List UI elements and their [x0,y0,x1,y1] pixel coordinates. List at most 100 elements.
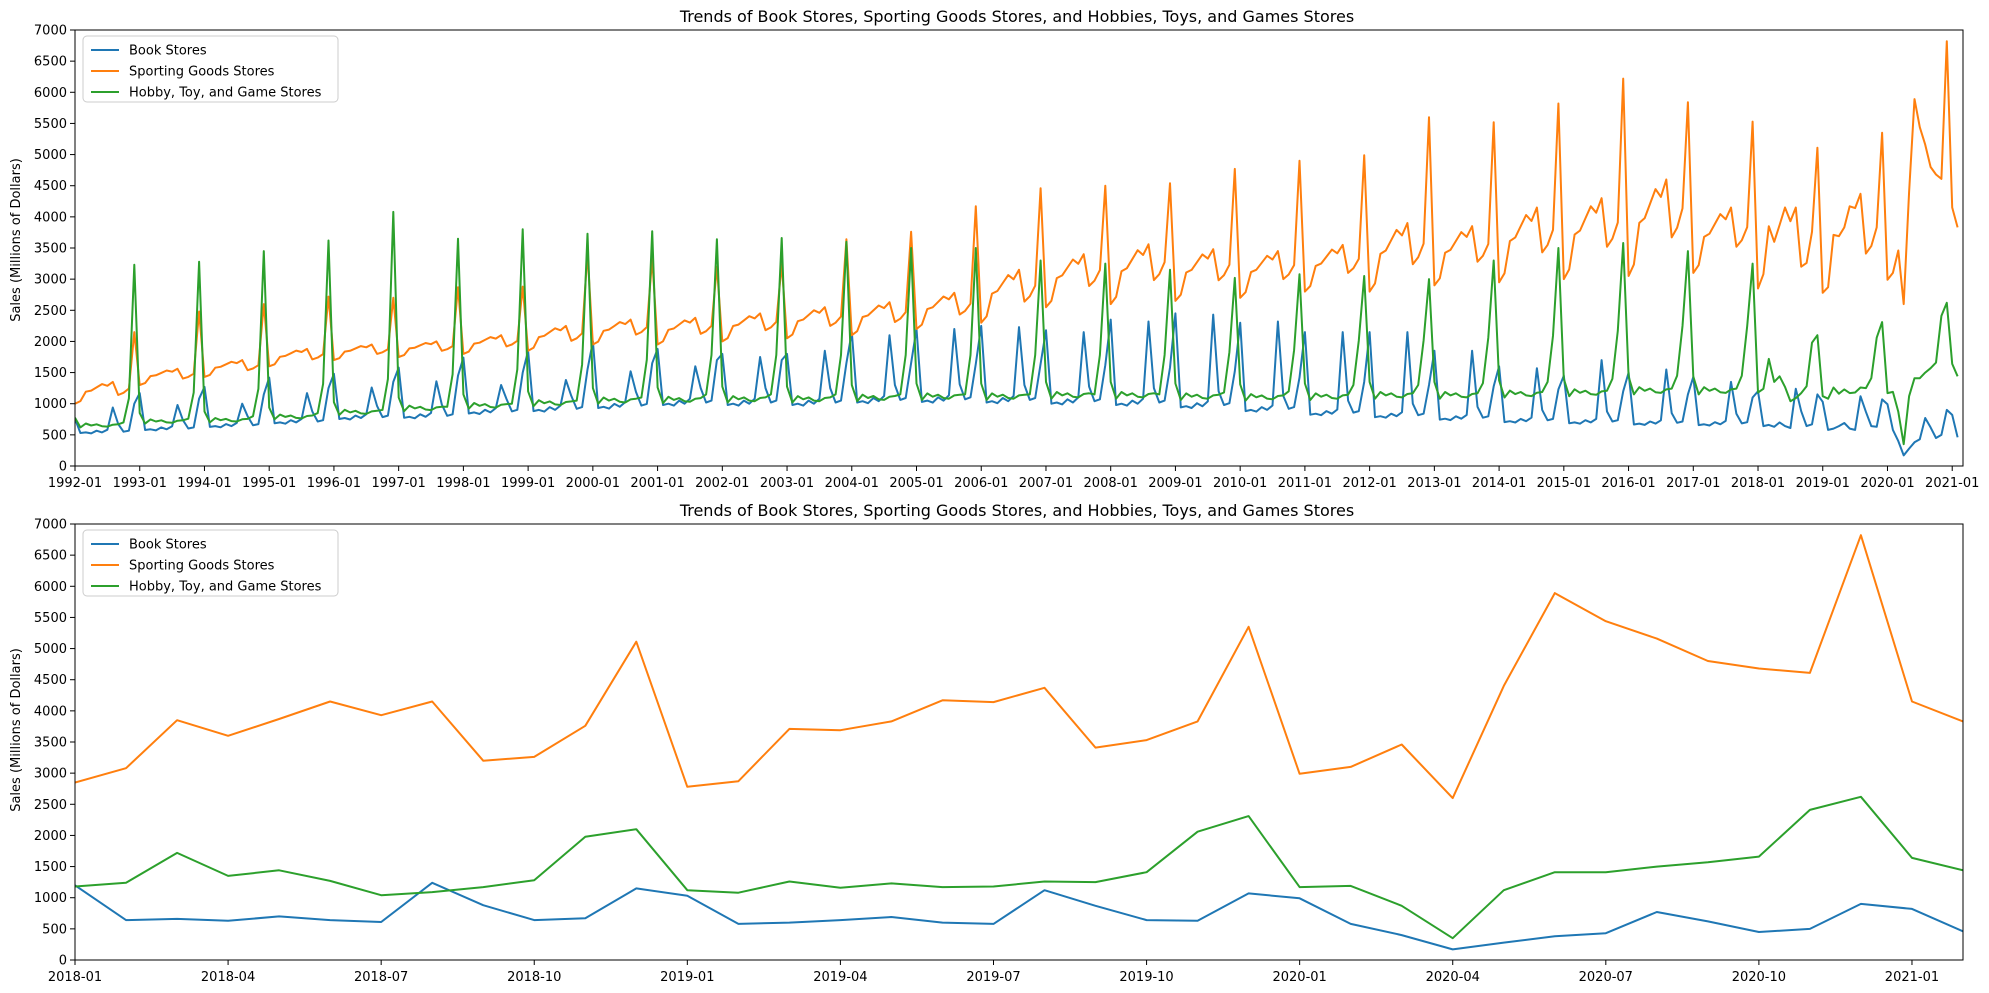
x-tick-label: 2019-07 [966,970,1020,985]
x-tick-label: 2004-01 [825,476,879,491]
x-tick-label: 2020-01 [1860,476,1914,491]
x-tick-label: 1994-01 [177,476,231,491]
x-tick-label: 2020-04 [1426,970,1480,985]
x-tick-label: 2020-07 [1579,970,1633,985]
series-line-hobby [75,795,1963,940]
x-tick-label: 2019-10 [1119,970,1173,985]
legend-box [82,35,339,103]
x-tick-label: 2018-04 [201,970,255,985]
y-tick-label: 7000 [34,518,67,533]
series-line-book [75,881,1963,951]
legend-box [82,529,339,597]
x-tick-label: 2018-01 [48,970,102,985]
y-tick-label: 4000 [34,210,67,225]
y-tick-label: 6500 [34,549,67,564]
x-tick-label: 1993-01 [113,476,167,491]
legend-label-book: Book Stores [129,44,207,59]
y-tick-label: 0 [59,954,67,969]
y-tick-label: 500 [42,922,67,937]
y-tick-label: 3000 [34,273,67,288]
x-tick-label: 2018-07 [354,970,408,985]
legend-label-sport: Sporting Goods Stores [129,65,275,80]
x-tick-label: 2020-10 [1732,970,1786,985]
y-tick-label: 1500 [34,366,67,381]
y-tick-label: 4500 [34,179,67,194]
y-tick-label: 6500 [34,55,67,70]
x-tick-label: 2021-01 [1925,476,1979,491]
x-tick-label: 1998-01 [436,476,490,491]
x-tick-label: 2006-01 [954,476,1008,491]
y-tick-label: 5000 [34,642,67,657]
x-tick-label: 2001-01 [630,476,684,491]
legend-label-hobby: Hobby, Toy, and Game Stores [129,580,322,595]
x-tick-label: 2003-01 [760,476,814,491]
top-chart-title: Trends of Book Stores, Sporting Goods St… [679,7,1354,26]
legend-label-sport: Sporting Goods Stores [129,559,275,574]
y-tick-label: 4000 [34,704,67,719]
y-tick-label: 6000 [34,580,67,595]
x-tick-label: 2014-01 [1472,476,1526,491]
axes-frame [74,29,1964,467]
x-tick-label: 2018-10 [507,970,561,985]
axes-frame [74,523,1964,961]
y-tick-label: 2000 [34,829,67,844]
x-tick-label: 2000-01 [566,476,620,491]
x-tick-label: 2018-01 [1731,476,1785,491]
x-tick-label: 2021-01 [1885,970,1939,985]
series-line-sport [75,534,1963,800]
x-tick-label: 2002-01 [695,476,749,491]
x-tick-label: 1996-01 [307,476,361,491]
plot-area [75,534,1963,951]
y-tick-label: 0 [59,460,67,475]
legend: Book Stores Sporting Goods Stores Hobby, T… [82,35,339,103]
y-tick-label: 6000 [34,86,67,101]
y-tick-label: 2500 [34,798,67,813]
bottom-chart-panel: Trends of Book Stores, Sporting Goods St… [9,501,1964,985]
x-tick-label: 2007-01 [1019,476,1073,491]
series-line-hobby [75,210,1959,446]
y-tick-label: 5500 [34,611,67,626]
y-tick-label: 1000 [34,891,67,906]
x-tick-label: 2005-01 [889,476,943,491]
y-tick-label: 5000 [34,148,67,163]
y-tick-label: 7000 [34,24,67,39]
y-tick-label: 1500 [34,860,67,875]
x-tick-label: 2008-01 [1084,476,1138,491]
plot-area [75,40,1959,457]
x-tick-label: 2017-01 [1666,476,1720,491]
x-tick-label: 2012-01 [1342,476,1396,491]
x-tick-label: 1992-01 [48,476,102,491]
x-tick-label: 2009-01 [1148,476,1202,491]
bottom-chart-ylabel: Sales (Millions of Dollars) [9,648,24,812]
y-tick-label: 3500 [34,736,67,751]
y-tick-label: 500 [42,428,67,443]
x-tick-label: 2011-01 [1278,476,1332,491]
y-tick-label: 1000 [34,397,67,412]
x-tick-label: 2010-01 [1213,476,1267,491]
x-tick-label: 1997-01 [371,476,425,491]
y-tick-label: 3500 [34,242,67,257]
bottom-chart-title: Trends of Book Stores, Sporting Goods St… [679,501,1354,520]
y-tick-label: 2000 [34,335,67,350]
legend-label-book: Book Stores [129,538,207,553]
legend: Book Stores Sporting Goods Stores Hobby, T… [82,529,339,597]
x-tick-label: 1995-01 [242,476,296,491]
x-tick-label: 2019-01 [1796,476,1850,491]
x-tick-label: 2013-01 [1407,476,1461,491]
legend-label-hobby: Hobby, Toy, and Game Stores [129,86,322,101]
top-chart-panel: Trends of Book Stores, Sporting Goods St… [9,7,1979,491]
y-tick-label: 4500 [34,673,67,688]
x-tick-label: 2015-01 [1537,476,1591,491]
x-tick-label: 2019-04 [813,970,867,985]
y-tick-label: 3000 [34,767,67,782]
x-tick-label: 2016-01 [1601,476,1655,491]
x-tick-label: 2020-01 [1272,970,1326,985]
y-tick-label: 2500 [34,304,67,319]
x-tick-label: 1999-01 [501,476,555,491]
series-line-book [75,312,1959,457]
x-tick-label: 2019-01 [660,970,714,985]
y-tick-label: 5500 [34,117,67,132]
top-chart-ylabel: Sales (Millions of Dollars) [9,158,24,322]
